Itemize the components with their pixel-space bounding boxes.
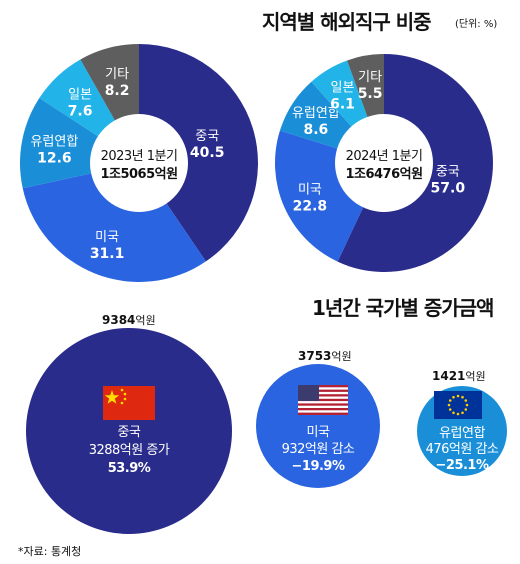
eu-star-icon: [456, 394, 460, 398]
china-flag-icon: [103, 386, 155, 420]
eu-star-icon: [448, 408, 452, 411]
us-total: 3753억원: [298, 348, 352, 364]
slice-label-japan: 일본: [68, 87, 92, 102]
slice-value-china: 57.0: [431, 180, 466, 196]
us-flag-icon: [298, 385, 348, 415]
chart-title: 지역별 해외직구 비중: [262, 10, 432, 34]
eu-star-icon: [465, 403, 469, 407]
slice-value-us: 22.8: [293, 199, 328, 215]
eu-star-icon: [461, 395, 464, 399]
slice-value-japan: 6.1: [330, 96, 355, 112]
slice-label-us: 미국: [95, 230, 119, 245]
eu-star-icon: [456, 412, 460, 416]
center-label: 2024년 1분기: [346, 149, 423, 164]
eu-pct: −25.1%: [436, 458, 489, 473]
eu-star-icon: [464, 399, 468, 402]
slice-label-us: 미국: [298, 183, 322, 198]
donut-hole: [90, 114, 188, 212]
us-total-value: 3753: [298, 349, 332, 363]
slice-value-other: 8.2: [105, 83, 130, 99]
center-label: 2023년 1분기: [101, 149, 178, 164]
slice-label-other: 기타: [358, 70, 382, 85]
us-bubble: 미국 932억원 감소 −19.9%: [256, 364, 380, 488]
slice-value-eu: 8.6: [303, 122, 328, 138]
slice-label-eu: 유럽연합: [292, 106, 340, 121]
eu-star-icon: [464, 408, 468, 411]
china-bubble-circle: [26, 328, 232, 534]
china-total-unit: 억원: [135, 314, 156, 327]
china-change: 3288억원 증가: [89, 443, 170, 458]
us-label: 미국: [307, 425, 330, 440]
slice-value-eu: 12.6: [37, 150, 72, 166]
center-value: 1조5065억원: [100, 167, 177, 182]
slice-value-us: 31.1: [90, 246, 125, 262]
center-value: 1조6476억원: [345, 167, 422, 182]
eu-star-icon: [447, 403, 451, 407]
us-total-unit: 억원: [331, 350, 352, 363]
eu-flag-icon: [434, 391, 482, 419]
eu-star-icon: [448, 399, 452, 402]
china-total-value: 9384: [102, 313, 136, 327]
slice-us: [22, 163, 206, 282]
eu-star-icon: [461, 411, 464, 415]
china-label: 중국: [118, 425, 141, 440]
section2-title: 1년간 국가별 증가금액: [312, 296, 494, 320]
eu-star-icon: [452, 411, 455, 415]
slice-value-china: 40.5: [190, 145, 225, 161]
slice-label-china: 중국: [436, 164, 460, 179]
eu-total: 1421억원: [432, 368, 486, 384]
slice-label-japan: 일본: [331, 80, 355, 95]
donut-hole: [335, 114, 433, 212]
eu-change: 476억원 감소: [426, 442, 499, 457]
eu-star-icon: [452, 395, 455, 399]
unit-label: (단위: %): [455, 19, 498, 30]
eu-label: 유럽연합: [439, 426, 485, 441]
china-pct: 53.9%: [108, 461, 151, 476]
china-bubble: 중국 3288억원 증가 53.9%: [26, 328, 232, 534]
us-bubble-circle: [256, 364, 380, 488]
slice-value-japan: 7.6: [68, 103, 93, 119]
slice-value-other: 5.5: [358, 86, 383, 102]
eu-total-value: 1421: [432, 369, 466, 383]
us-change: 932억원 감소: [282, 442, 355, 457]
slice-china: [139, 44, 258, 262]
slice-label-eu: 유럽연합: [30, 134, 78, 149]
china-total: 9384억원: [102, 312, 156, 328]
slice-label-china: 중국: [195, 129, 219, 144]
source-note: *자료: 통계청: [18, 545, 82, 558]
eu-total-unit: 억원: [465, 370, 486, 383]
eu-bubble: 유럽연합 476억원 감소 −25.1%: [417, 386, 507, 476]
slice-label-other: 기타: [105, 67, 129, 82]
us-pct: −19.9%: [292, 459, 345, 474]
